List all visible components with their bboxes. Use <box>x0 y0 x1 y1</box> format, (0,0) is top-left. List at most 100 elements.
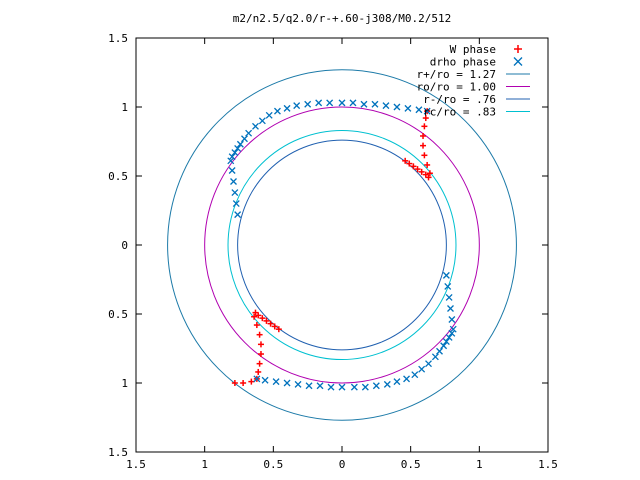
w-phase-point <box>410 163 417 170</box>
legend-label: W phase <box>450 43 496 56</box>
drho-phase-point <box>445 293 453 301</box>
drho-phase-point <box>283 104 291 112</box>
x-tick-label: 1.5 <box>538 458 558 471</box>
w-phase-point <box>425 174 432 181</box>
drho-phase-point <box>252 122 259 130</box>
drho-phase-point <box>327 383 335 391</box>
drho-phase-point <box>272 378 280 386</box>
legend-label: drho phase <box>430 56 496 69</box>
x-tick-label: 1 <box>476 458 483 471</box>
circle-r-ro-76 <box>237 139 447 351</box>
w-phase-point <box>406 160 413 167</box>
chart-title: m2/n2.5/q2.0/r-+.60-j308/M0.2/512 <box>233 12 452 25</box>
w-phase-point <box>420 132 427 139</box>
w-phase-point <box>424 161 431 168</box>
drho-phase-point <box>228 167 236 174</box>
w-phase-point <box>263 317 270 324</box>
circle-rc-ro-83 <box>227 129 457 361</box>
drho-phase-point <box>393 378 401 386</box>
drho-phase-point <box>440 342 448 350</box>
drho-phase-point <box>245 129 253 137</box>
w-phase-point <box>240 380 247 386</box>
y-tick-label: 0.5 <box>108 170 128 183</box>
w-phase-point <box>257 351 264 358</box>
reference-circles <box>167 69 517 421</box>
w-phase-point <box>259 315 266 322</box>
drho-phase-point <box>231 189 239 197</box>
drho-phase-point <box>404 104 412 112</box>
w-phase-point <box>421 123 428 130</box>
legend-entry: W phase <box>450 43 522 56</box>
legend-label: rc/ro = .83 <box>423 106 496 119</box>
drho-phase-point <box>258 117 266 125</box>
drho-phase-point <box>349 99 357 107</box>
drho-phase-point <box>425 360 432 368</box>
legend-label: r+/ro = 1.27 <box>417 68 496 81</box>
drho-phase-point <box>234 144 242 152</box>
legend-entry: r-/ro = .76 <box>423 93 530 106</box>
drho-phase-point <box>265 111 273 119</box>
drho-phase-point <box>415 106 423 114</box>
circle-r-ro-1-27 <box>167 69 517 421</box>
circle-ro-ro-1-00 <box>204 106 480 384</box>
w-phase-point <box>426 170 433 177</box>
drho-phase-point <box>232 200 240 208</box>
drho-phase-point <box>273 107 281 115</box>
data-series <box>227 99 457 391</box>
legend-label: ro/ro = 1.00 <box>417 81 496 94</box>
drho-phase-point <box>338 99 346 107</box>
drho-phase-point <box>360 100 368 108</box>
x-tick-label: 1.5 <box>126 458 146 471</box>
x-tick-label: 1 <box>201 458 208 471</box>
x-tick-label: 0.5 <box>263 458 283 471</box>
drho-phase-point <box>361 383 369 391</box>
w-phase-point <box>267 320 274 327</box>
legend-entry: drho phase <box>430 56 523 69</box>
y-tick-label: 0.5 <box>108 308 128 321</box>
legend-entry: rc/ro = .83 <box>423 106 530 119</box>
drho-phase-point <box>411 371 419 379</box>
drho-phase-point <box>305 382 313 390</box>
drho-phase-point <box>228 153 236 161</box>
w-phase-point <box>256 331 263 338</box>
y-tick-label: 1 <box>121 377 128 390</box>
w-phase-point <box>402 157 409 164</box>
drho-phase-point <box>293 102 301 110</box>
drho-phase-point <box>316 382 324 390</box>
w-phase-point <box>421 152 428 159</box>
drho-phase-point <box>431 353 439 361</box>
drho-phase-point <box>423 107 431 115</box>
drho-phase-point <box>338 383 346 391</box>
drho-phase-point <box>444 282 452 290</box>
legend-entry: r+/ro = 1.27 <box>417 68 530 81</box>
drho-phase-point <box>448 316 456 323</box>
drho-phase-point <box>350 383 358 391</box>
drho-phase-point <box>382 102 390 110</box>
drho-phase-point <box>294 380 302 388</box>
drho-phase-point <box>442 271 450 279</box>
x-tick-label: 0.5 <box>401 458 421 471</box>
drho-phase-point <box>393 103 401 111</box>
w-phase-point <box>251 313 258 320</box>
drho-phase-point <box>283 379 291 387</box>
w-phase-point <box>422 115 429 122</box>
drho-phase-point <box>315 99 323 107</box>
drho-phase-point <box>253 375 261 383</box>
drho-phase-point <box>448 329 456 337</box>
w-phase-point <box>253 322 260 329</box>
w-phase-point <box>248 378 255 385</box>
drho-phase-point <box>234 211 242 219</box>
drho-phase-point <box>403 375 411 383</box>
y-tick-label: 1.5 <box>108 446 128 459</box>
drho-phase-point <box>326 99 334 107</box>
drho-phase-point <box>241 135 248 143</box>
drho-phase-point <box>436 347 443 355</box>
y-axis: 1.5 1 0.5 0 0.5 1 1.5 <box>108 32 548 459</box>
x-axis: 1.5 1 0.5 0 0.5 1 1.5 <box>126 38 558 471</box>
drho-phase-point <box>372 382 380 390</box>
y-tick-label: 1.5 <box>108 32 128 45</box>
w-phase-point <box>257 341 264 348</box>
drho-phase-point <box>227 157 235 165</box>
y-tick-label: 0 <box>121 239 128 252</box>
